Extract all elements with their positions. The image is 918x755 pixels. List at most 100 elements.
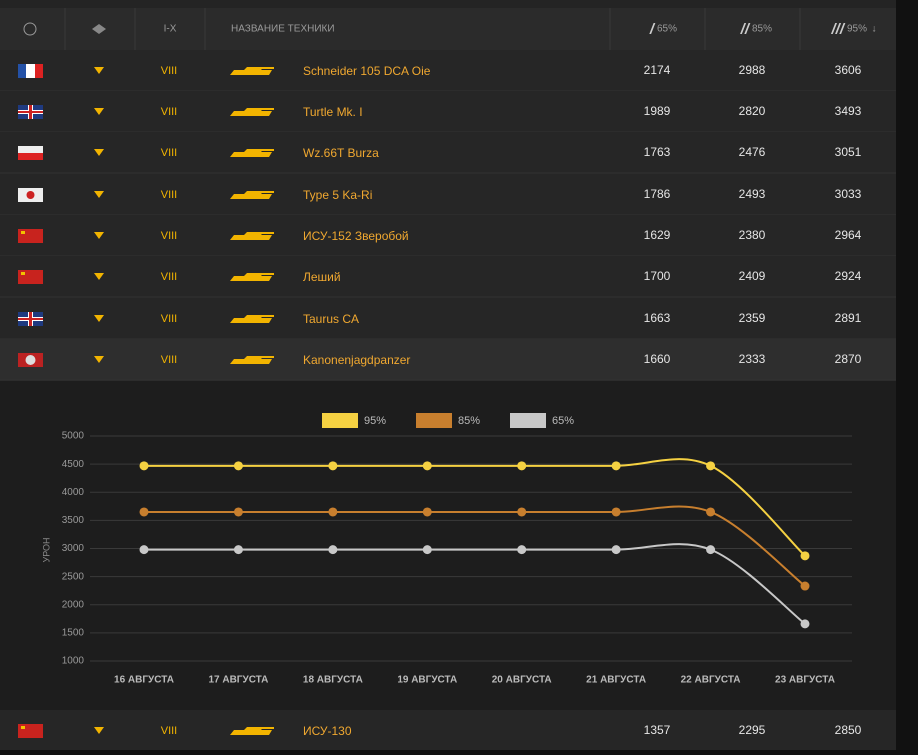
expand-arrow[interactable]	[94, 356, 104, 363]
expand-arrow[interactable]	[94, 191, 104, 198]
point	[422, 461, 432, 471]
value: 1700	[644, 269, 671, 283]
value: 1660	[644, 352, 671, 366]
flag-part	[18, 111, 43, 113]
vehicle-name: Type 5 Ka-Ri	[303, 188, 372, 202]
header-percent: 85%	[752, 24, 772, 35]
expand-arrow[interactable]	[94, 108, 104, 115]
x-tick-label: 19 АВГУСТА	[397, 675, 457, 686]
value: 2820	[739, 104, 766, 118]
value: 2295	[739, 723, 766, 737]
flag-part	[21, 231, 25, 234]
value: 2174	[644, 63, 671, 77]
expand-arrow[interactable]	[94, 67, 104, 74]
point	[328, 545, 338, 555]
legend-label: 95%	[364, 415, 386, 427]
flag	[18, 270, 43, 284]
expand-arrow[interactable]	[94, 727, 104, 734]
x-tick-label: 17 АВГУСТА	[208, 675, 268, 686]
flag	[18, 105, 43, 119]
tank-icon	[230, 108, 274, 116]
flag-part	[21, 726, 25, 729]
row	[0, 174, 896, 215]
expand-arrow[interactable]	[94, 273, 104, 280]
value: 2964	[835, 228, 862, 242]
globe-icon	[23, 22, 37, 36]
y-tick-label: 4000	[62, 487, 85, 498]
point	[328, 461, 338, 471]
point	[139, 461, 149, 471]
row	[0, 50, 896, 91]
legend-swatch[interactable]	[416, 413, 452, 428]
flag	[18, 724, 43, 738]
value: 3606	[835, 63, 862, 77]
tier: VIII	[161, 189, 178, 201]
flag-part	[18, 146, 43, 153]
legend-label: 85%	[458, 415, 480, 427]
point	[706, 545, 716, 555]
value: 2476	[739, 145, 766, 159]
header-percent: 95%	[847, 24, 867, 35]
y-tick-label: 2500	[62, 571, 85, 582]
value: 2359	[739, 311, 766, 325]
vehicle-name: Леший	[303, 270, 341, 284]
point	[422, 545, 432, 555]
y-tick-label: 4500	[62, 459, 85, 470]
expand-arrow[interactable]	[94, 149, 104, 156]
tier: VIII	[161, 147, 178, 159]
x-tick-label: 20 АВГУСТА	[492, 675, 552, 686]
value: 1786	[644, 187, 671, 201]
row	[0, 132, 896, 173]
value: 2870	[835, 352, 862, 366]
tier: VIII	[161, 354, 178, 366]
tank-icon	[230, 232, 274, 240]
legend-swatch[interactable]	[322, 413, 358, 428]
point	[139, 545, 149, 555]
point	[611, 545, 621, 555]
flag-part	[18, 153, 43, 160]
tier: VIII	[161, 313, 178, 325]
legend-label: 65%	[552, 415, 574, 427]
point	[706, 507, 716, 517]
flag-part	[18, 318, 43, 320]
row	[0, 215, 896, 256]
vehicle-name: Schneider 105 DCA Oie	[303, 64, 431, 78]
flag	[18, 312, 43, 326]
value: 2988	[739, 63, 766, 77]
y-axis-label: УРОН	[41, 537, 51, 562]
header-percent: 65%	[657, 24, 677, 35]
header-mark: ///	[830, 21, 845, 38]
type-icon	[92, 24, 106, 34]
expand-arrow[interactable]	[94, 232, 104, 239]
expand-arrow[interactable]	[94, 315, 104, 322]
point	[611, 507, 621, 517]
flag-part	[26, 191, 35, 199]
value: 3033	[835, 187, 862, 201]
row	[0, 91, 896, 132]
header-name: НАЗВАНИЕ ТЕХНИКИ	[231, 24, 335, 35]
tank-icon	[230, 191, 274, 199]
value: 1763	[644, 145, 671, 159]
vehicle-name: ИСУ-152 Зверобой	[303, 229, 409, 243]
sort-arrow: ↓	[872, 24, 877, 35]
tier: VIII	[161, 106, 178, 118]
tier: VIII	[161, 230, 178, 242]
value: 2891	[835, 311, 862, 325]
value: 1357	[644, 723, 671, 737]
value: 2333	[739, 352, 766, 366]
x-tick-label: 23 АВГУСТА	[775, 675, 835, 686]
point	[800, 551, 810, 561]
value: 1989	[644, 104, 671, 118]
y-tick-label: 2000	[62, 599, 85, 610]
value: 2850	[835, 723, 862, 737]
y-tick-label: 5000	[62, 431, 85, 442]
value: 3493	[835, 104, 862, 118]
header	[0, 8, 896, 50]
legend-swatch[interactable]	[510, 413, 546, 428]
y-tick-label: 3000	[62, 543, 85, 554]
row	[0, 298, 896, 339]
y-tick-label: 1500	[62, 628, 85, 639]
point	[800, 581, 810, 591]
header-mark: /	[649, 21, 656, 38]
point	[328, 507, 338, 517]
